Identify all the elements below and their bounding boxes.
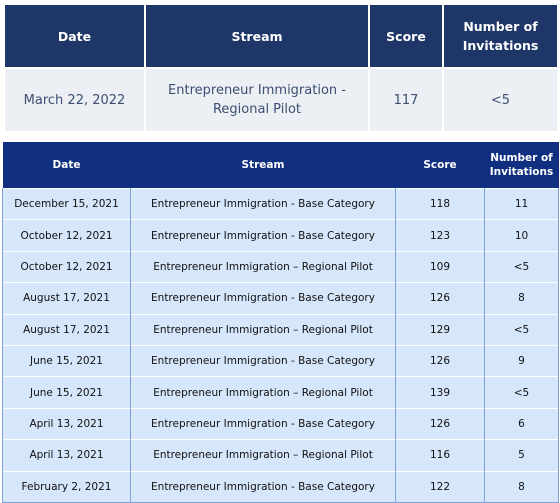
row-stream: Entrepreneur Immigration – Regional Pilo… (130, 439, 396, 472)
row-stream: Entrepreneur Immigration - Base Category (130, 344, 396, 377)
row-date: February 2, 2021 (2, 470, 131, 503)
latest-draw-header-date: Date (5, 5, 144, 67)
latest-draw-header-invitations: Number of Invitations (444, 5, 557, 67)
row-invitations: 11 (484, 187, 559, 220)
row-score: 126 (395, 344, 485, 377)
row-date: October 12, 2021 (2, 219, 131, 252)
row-score: 126 (395, 282, 485, 315)
table-row: August 17, 2021 Entrepreneur Immigration… (2, 313, 559, 346)
row-score: 116 (395, 439, 485, 472)
row-stream: Entrepreneur Immigration - Base Category (130, 219, 396, 252)
row-invitations: 10 (484, 219, 559, 252)
row-invitations: <5 (484, 250, 559, 283)
latest-draw-header-score: Score (370, 5, 442, 67)
past-draws-header-score: Score (395, 142, 485, 189)
table-row: October 12, 2021 Entrepreneur Immigratio… (2, 219, 559, 252)
table-row: December 15, 2021 Entrepreneur Immigrati… (2, 187, 559, 220)
row-date: August 17, 2021 (2, 313, 131, 346)
past-draws-table: Date Stream Score Number of Invitations … (2, 142, 559, 503)
row-date: December 15, 2021 (2, 187, 131, 220)
table-row: October 12, 2021 Entrepreneur Immigratio… (2, 250, 559, 283)
row-score: 139 (395, 376, 485, 409)
row-stream: Entrepreneur Immigration - Base Category (130, 282, 396, 315)
row-stream: Entrepreneur Immigration - Base Category (130, 470, 396, 503)
row-invitations: 6 (484, 407, 559, 440)
row-score: 126 (395, 407, 485, 440)
row-stream: Entrepreneur Immigration – Regional Pilo… (130, 313, 396, 346)
latest-draw-date: March 22, 2022 (5, 69, 144, 131)
row-date: April 13, 2021 (2, 439, 131, 472)
row-stream: Entrepreneur Immigration – Regional Pilo… (130, 250, 396, 283)
past-draws-header-date: Date (2, 142, 131, 189)
latest-draw-invitations: <5 (444, 69, 557, 131)
latest-draw-stream: Entrepreneur Immigration - Regional Pilo… (146, 69, 368, 131)
row-score: 118 (395, 187, 485, 220)
row-score: 122 (395, 470, 485, 503)
table-row: April 13, 2021 Entrepreneur Immigration … (2, 439, 559, 472)
row-stream: Entrepreneur Immigration – Regional Pilo… (130, 376, 396, 409)
row-invitations: 8 (484, 282, 559, 315)
row-score: 129 (395, 313, 485, 346)
table-row: February 2, 2021 Entrepreneur Immigratio… (2, 470, 559, 503)
latest-draw-table: Date Stream Score Number of Invitations … (3, 3, 559, 133)
row-invitations: 5 (484, 439, 559, 472)
table-row: June 15, 2021 Entrepreneur Immigration -… (2, 344, 559, 377)
latest-draw-header-stream: Stream (146, 5, 368, 67)
table-row: June 15, 2021 Entrepreneur Immigration –… (2, 376, 559, 409)
row-invitations: 8 (484, 470, 559, 503)
row-invitations: <5 (484, 376, 559, 409)
row-date: June 15, 2021 (2, 376, 131, 409)
row-score: 109 (395, 250, 485, 283)
table-row: April 13, 2021 Entrepreneur Immigration … (2, 407, 559, 440)
row-stream: Entrepreneur Immigration - Base Category (130, 407, 396, 440)
latest-draw-score: 117 (370, 69, 442, 131)
past-draws-header-stream: Stream (130, 142, 396, 189)
row-date: October 12, 2021 (2, 250, 131, 283)
row-score: 123 (395, 219, 485, 252)
row-date: June 15, 2021 (2, 344, 131, 377)
table-row: August 17, 2021 Entrepreneur Immigration… (2, 282, 559, 315)
row-date: August 17, 2021 (2, 282, 131, 315)
past-draws-header-invitations: Number of Invitations (484, 142, 559, 189)
latest-draw-header-row: Date Stream Score Number of Invitations (5, 5, 557, 67)
row-invitations: <5 (484, 313, 559, 346)
row-stream: Entrepreneur Immigration - Base Category (130, 187, 396, 220)
past-draws-header-row: Date Stream Score Number of Invitations (2, 142, 559, 189)
row-invitations: 9 (484, 344, 559, 377)
latest-draw-row: March 22, 2022 Entrepreneur Immigration … (5, 69, 557, 131)
row-date: April 13, 2021 (2, 407, 131, 440)
